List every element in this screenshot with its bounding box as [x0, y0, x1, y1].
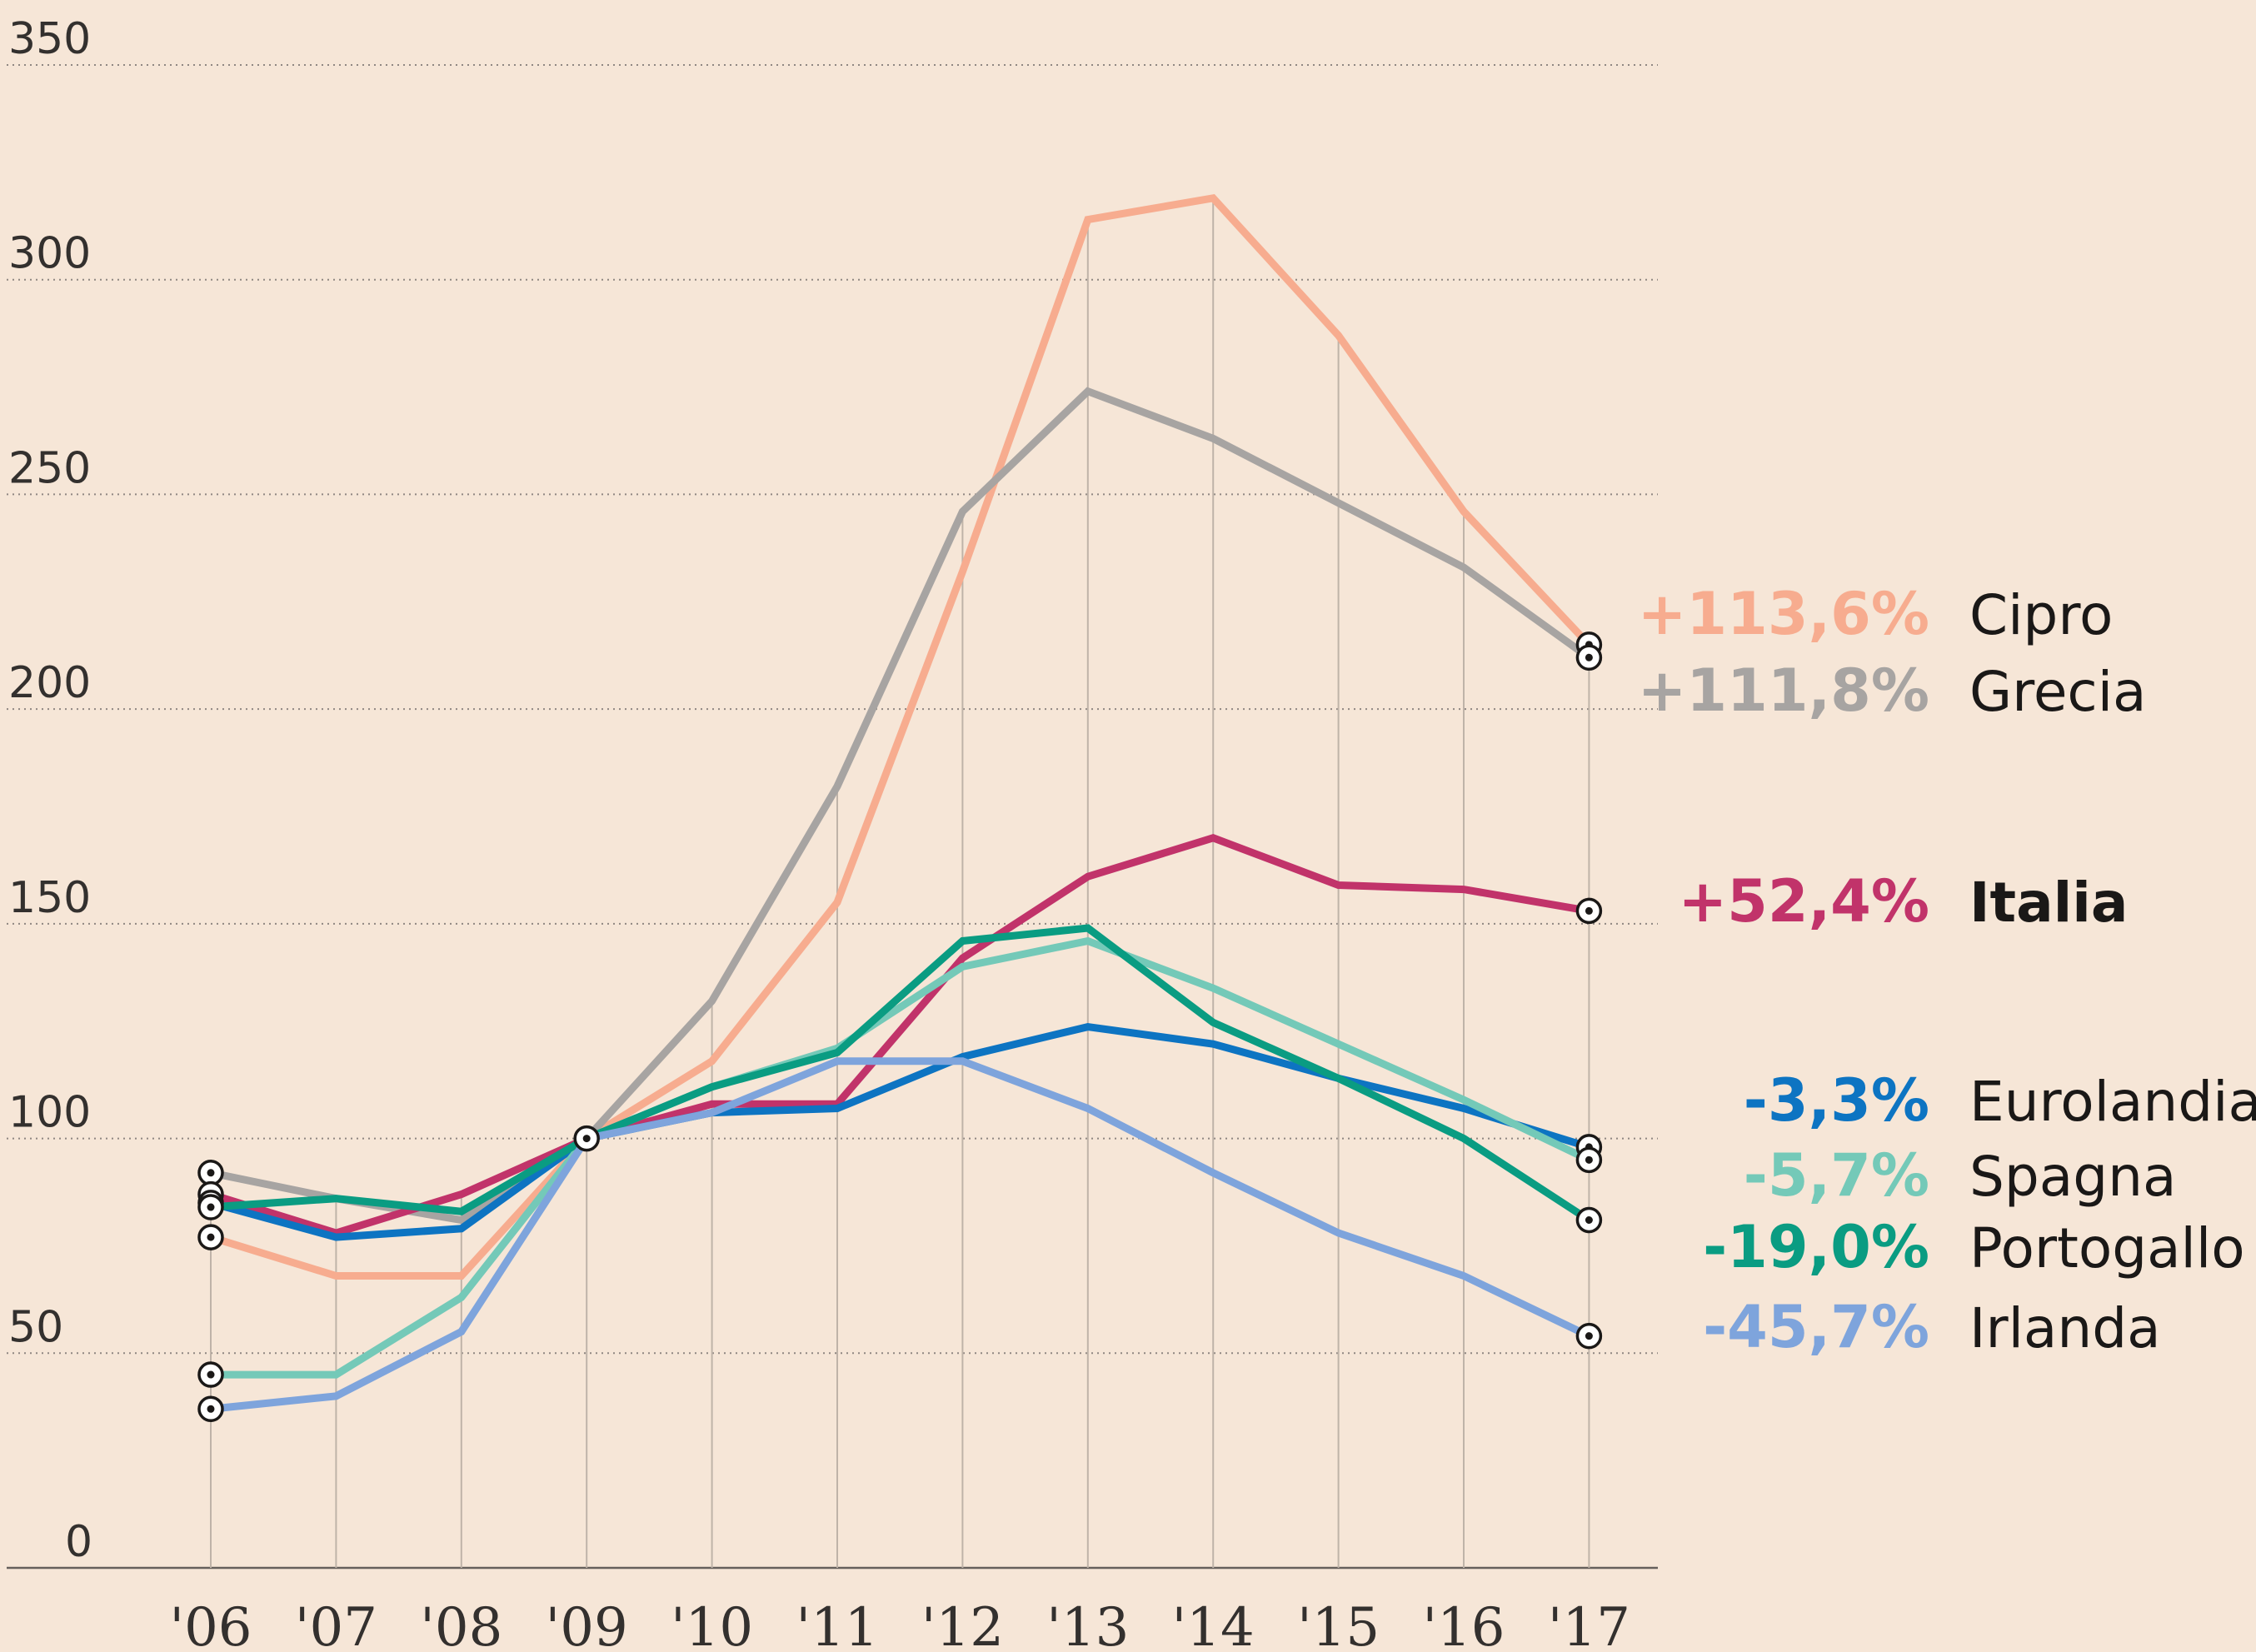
change-label-eurolandia: -3,3% — [1744, 1066, 1929, 1135]
start-marker-irlanda — [197, 1395, 224, 1423]
change-label-spagna: -5,7% — [1744, 1141, 1929, 1210]
series-name-grecia: Grecia — [1969, 660, 2147, 724]
series-name-italia: Italia — [1969, 871, 2128, 935]
change-label-italia: +52,4% — [1679, 867, 1930, 936]
y-tick-label: 0 — [65, 1517, 92, 1567]
x-tick-label: '12 — [921, 1597, 1004, 1652]
x-tick-label: '16 — [1422, 1597, 1505, 1652]
change-label-cipro: +113,6% — [1638, 580, 1929, 648]
x-tick-label: '07 — [295, 1597, 377, 1652]
y-tick-label: 150 — [8, 873, 91, 923]
end-marker-spagna — [1575, 1146, 1603, 1174]
series-name-eurolandia: Eurolandia — [1969, 1070, 2256, 1134]
series-line-grecia — [210, 387, 1592, 1225]
series-name-portogallo: Portogallo — [1969, 1216, 2245, 1280]
x-tick-label: '13 — [1046, 1597, 1129, 1652]
series-line-eurolandia — [209, 1023, 1590, 1241]
grid-layer: 0 50 100 150 200 250 300 350 — [7, 14, 1658, 1570]
series-line-italia — [209, 834, 1590, 1237]
x-axis-ticks: '06 '07 '08 '09 '10 '11 '12 '13 '14 '15 '16 '17 — [169, 1597, 1630, 1652]
y-tick-label: 200 — [8, 658, 91, 708]
end-marker-portogallo — [1575, 1206, 1603, 1234]
series-line-portogallo — [210, 924, 1591, 1224]
x-tick-label: '08 — [420, 1597, 502, 1652]
y-tick-label: 350 — [8, 14, 91, 64]
marker-layer — [197, 631, 1603, 1423]
end-marker-grecia — [1575, 644, 1603, 671]
series-layer — [209, 193, 1592, 1413]
series-line-irlanda — [210, 1057, 1591, 1413]
end-marker-italia — [1575, 897, 1603, 925]
x-tick-label: '15 — [1297, 1597, 1380, 1652]
change-label-irlanda: -45,7% — [1703, 1293, 1929, 1361]
end-marker-irlanda — [1575, 1322, 1603, 1350]
vertical-guides — [210, 197, 1590, 1568]
y-tick-label: 300 — [8, 229, 91, 279]
start-marker-spagna — [197, 1361, 224, 1388]
y-tick-label: 100 — [8, 1088, 91, 1138]
series-name-spagna: Spagna — [1969, 1145, 2176, 1209]
series-name-irlanda: Irlanda — [1969, 1296, 2161, 1360]
series-line-cipro — [209, 193, 1592, 1280]
x-tick-label: '11 — [796, 1597, 878, 1652]
change-label-portogallo: -19,0% — [1703, 1213, 1929, 1281]
start-marker-grecia — [197, 1160, 224, 1186]
start-marker-portogallo — [197, 1194, 224, 1220]
x-tick-label: '06 — [169, 1597, 252, 1652]
y-tick-label: 250 — [8, 443, 91, 493]
x-tick-label: '17 — [1548, 1597, 1630, 1652]
x-tick-label: '10 — [671, 1597, 753, 1652]
series-name-cipro: Cipro — [1969, 583, 2113, 647]
y-tick-label: 50 — [8, 1302, 63, 1352]
start-marker-cipro — [197, 1224, 224, 1250]
base-year-marker — [573, 1125, 600, 1152]
x-tick-label: '14 — [1172, 1597, 1255, 1652]
series-line-spagna — [211, 936, 1591, 1379]
x-tick-label: '09 — [546, 1597, 628, 1652]
change-label-grecia: +111,8% — [1638, 656, 1929, 725]
series-labels: +113,6% Cipro +111,8% Grecia +52,4% Italia -3,… — [1638, 580, 2256, 1361]
